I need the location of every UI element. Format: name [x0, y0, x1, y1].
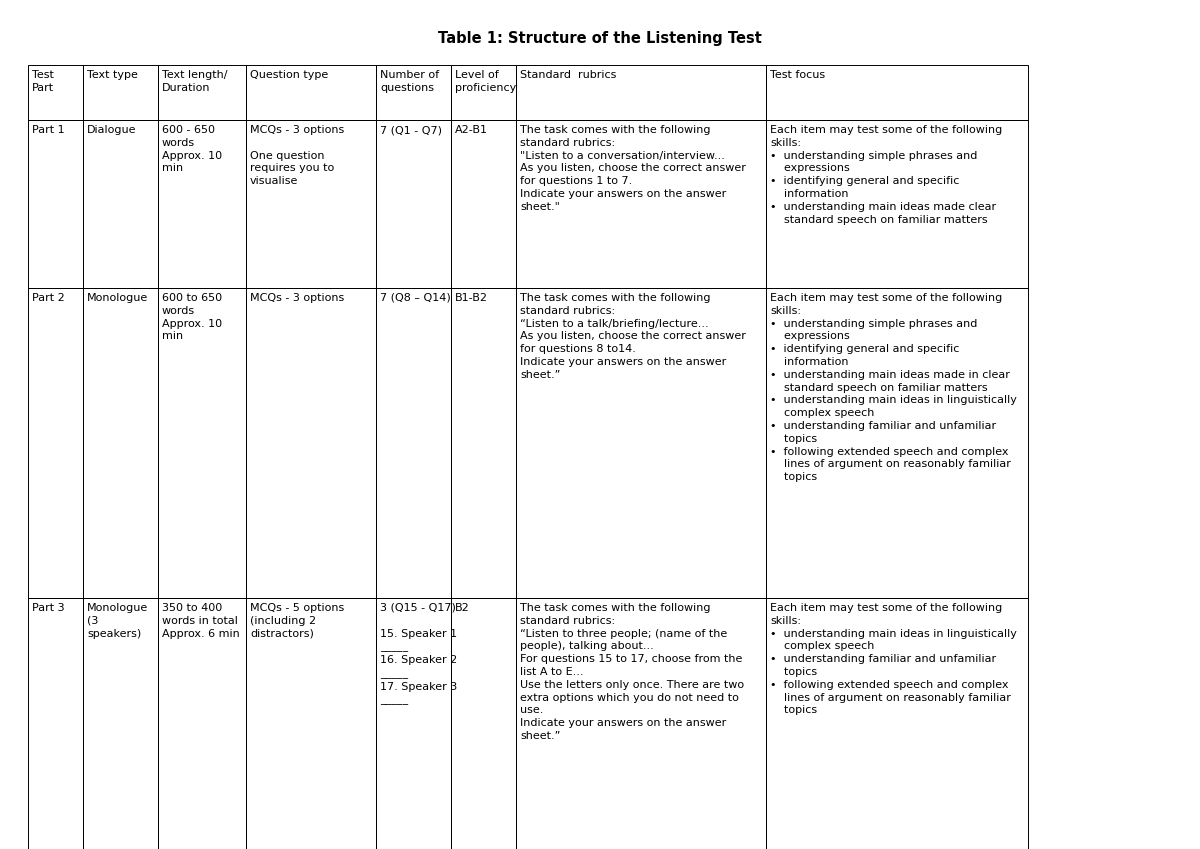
Text: Each item may test some of the following
skills:
•  understanding main ideas in : Each item may test some of the following…: [770, 603, 1016, 716]
Text: B2: B2: [455, 603, 469, 613]
Text: A2-B1: A2-B1: [455, 125, 488, 135]
Text: Standard  rubrics: Standard rubrics: [520, 70, 617, 80]
Text: 350 to 400
words in total
Approx. 6 min: 350 to 400 words in total Approx. 6 min: [162, 603, 240, 638]
Bar: [516, 288, 766, 598]
Bar: [83, 65, 158, 120]
Text: Test focus: Test focus: [770, 70, 826, 80]
Text: 7 (Q8 – Q14): 7 (Q8 – Q14): [380, 293, 451, 303]
Text: 600 to 650
words
Approx. 10
min: 600 to 650 words Approx. 10 min: [162, 293, 222, 341]
Text: Part 3: Part 3: [32, 603, 65, 613]
Text: Dialogue: Dialogue: [88, 125, 137, 135]
Bar: [516, 65, 766, 120]
Bar: [766, 120, 1028, 288]
Text: 7 (Q1 - Q7): 7 (Q1 - Q7): [380, 125, 442, 135]
Text: Question type: Question type: [250, 70, 329, 80]
Bar: [28, 120, 83, 288]
Bar: [376, 65, 451, 120]
Bar: [83, 120, 158, 288]
Bar: [28, 598, 83, 849]
Text: The task comes with the following
standard rubrics:
“Listen to three people; (na: The task comes with the following standa…: [520, 603, 744, 741]
Text: 3 (Q15 - Q17)

15. Speaker 1
_____
16. Speaker 2
_____
17. Speaker 3
_____: 3 (Q15 - Q17) 15. Speaker 1 _____ 16. Sp…: [380, 603, 457, 706]
Bar: [766, 598, 1028, 849]
Bar: [451, 288, 516, 598]
Bar: [83, 598, 158, 849]
Bar: [246, 288, 376, 598]
Bar: [376, 598, 451, 849]
Bar: [516, 598, 766, 849]
Bar: [766, 65, 1028, 120]
Text: Level of
proficiency: Level of proficiency: [455, 70, 516, 93]
Bar: [451, 120, 516, 288]
Text: MCQs - 3 options: MCQs - 3 options: [250, 293, 344, 303]
Text: Part 1: Part 1: [32, 125, 65, 135]
Text: B1-B2: B1-B2: [455, 293, 488, 303]
Text: Monologue: Monologue: [88, 293, 149, 303]
Bar: [158, 65, 246, 120]
Text: Each item may test some of the following
skills:
•  understanding simple phrases: Each item may test some of the following…: [770, 125, 1002, 225]
Bar: [246, 120, 376, 288]
Bar: [28, 288, 83, 598]
Text: Text length/
Duration: Text length/ Duration: [162, 70, 228, 93]
Bar: [766, 288, 1028, 598]
Bar: [158, 120, 246, 288]
Bar: [376, 120, 451, 288]
Text: Text type: Text type: [88, 70, 138, 80]
Bar: [451, 598, 516, 849]
Bar: [246, 598, 376, 849]
Bar: [516, 120, 766, 288]
Text: The task comes with the following
standard rubrics:
“Listen to a talk/briefing/l: The task comes with the following standa…: [520, 293, 746, 380]
Text: Part 2: Part 2: [32, 293, 65, 303]
Bar: [376, 288, 451, 598]
Bar: [451, 65, 516, 120]
Bar: [158, 288, 246, 598]
Text: Table 1: Structure of the Listening Test: Table 1: Structure of the Listening Test: [438, 31, 762, 46]
Text: Number of
questions: Number of questions: [380, 70, 439, 93]
Text: Monologue
(3
speakers): Monologue (3 speakers): [88, 603, 149, 638]
Bar: [83, 288, 158, 598]
Text: 600 - 650
words
Approx. 10
min: 600 - 650 words Approx. 10 min: [162, 125, 222, 173]
Text: Test
Part: Test Part: [32, 70, 54, 93]
Bar: [28, 65, 83, 120]
Bar: [158, 598, 246, 849]
Bar: [246, 65, 376, 120]
Text: MCQs - 3 options

One question
requires you to
visualise: MCQs - 3 options One question requires y…: [250, 125, 344, 186]
Text: Each item may test some of the following
skills:
•  understanding simple phrases: Each item may test some of the following…: [770, 293, 1016, 482]
Text: The task comes with the following
standard rubrics:
"Listen to a conversation/in: The task comes with the following standa…: [520, 125, 746, 211]
Text: MCQs - 5 options
(including 2
distractors): MCQs - 5 options (including 2 distractor…: [250, 603, 344, 638]
